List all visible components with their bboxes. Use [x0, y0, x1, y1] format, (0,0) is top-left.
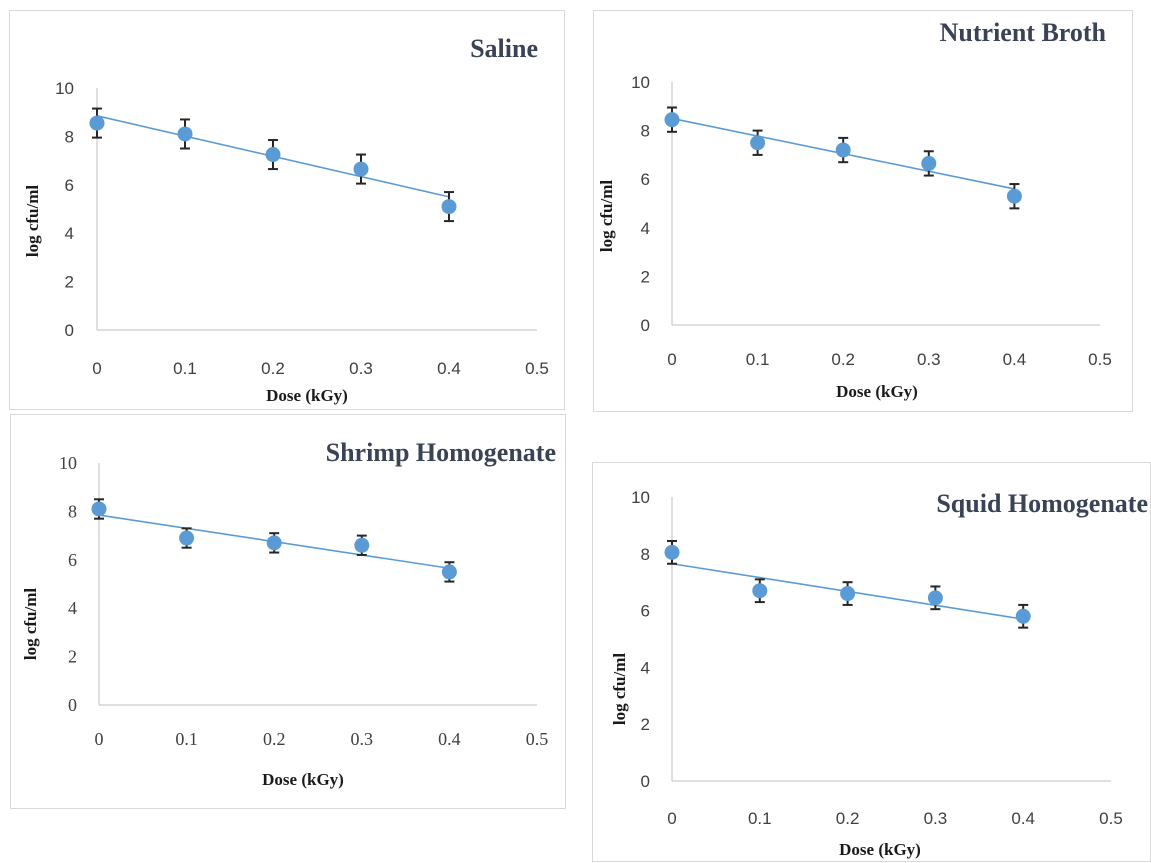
y-tick-label: 0 [65, 321, 74, 340]
y-tick-label: 2 [641, 715, 650, 734]
x-tick-label: 0.2 [261, 359, 285, 378]
chart-panel-squid-homogenate: Squid Homogenate log cfu/ml Dose (kGy) 0… [592, 462, 1151, 862]
data-point [265, 147, 281, 163]
data-point [353, 161, 369, 177]
chart-panel-shrimp-homogenate: Shrimp Homogenate log cfu/ml Dose (kGy) … [10, 414, 566, 809]
data-point [750, 135, 766, 151]
data-point [354, 537, 370, 553]
y-tick-label: 4 [641, 658, 650, 677]
x-tick-label: 0.5 [1088, 350, 1112, 369]
y-tick-label: 6 [65, 176, 74, 195]
data-point [664, 544, 680, 560]
x-tick-label: 0.1 [173, 359, 197, 378]
x-tick-label: 0.5 [1099, 809, 1123, 828]
chart-title: Nutrient Broth [940, 18, 1107, 47]
data-point [927, 590, 943, 606]
y-tick-label: 4 [65, 224, 74, 243]
y-tick-label: 10 [631, 488, 650, 507]
x-tick-label: 0 [92, 359, 101, 378]
y-tick-label: 6 [641, 602, 650, 621]
data-point [1015, 608, 1031, 624]
x-tick-label: 0.4 [1011, 809, 1035, 828]
chart-title: Saline [470, 34, 538, 63]
chart-panel-nutrient-broth: Nutrient Broth log cfu/ml Dose (kGy) 0 2 4… [593, 10, 1133, 412]
data-point [441, 564, 457, 580]
x-tick-label: 0.3 [351, 729, 374, 749]
y-tick-label: 8 [68, 501, 77, 521]
chart-squid-homogenate: Squid Homogenate log cfu/ml Dose (kGy) 0… [610, 488, 1148, 859]
x-tick-label: 0.2 [263, 729, 286, 749]
x-tick-label: 0.5 [526, 729, 549, 749]
data-point [752, 583, 768, 599]
y-tick-label: 2 [65, 273, 74, 292]
chart-title: Squid Homogenate [936, 489, 1148, 518]
x-tick-label: 0.4 [1003, 350, 1027, 369]
x-tick-label: 0.1 [175, 729, 198, 749]
x-tick-label: 0.2 [831, 350, 855, 369]
data-point [441, 199, 457, 215]
x-tick-label: 0 [667, 350, 676, 369]
y-tick-label: 6 [641, 170, 650, 189]
x-tick-label: 0.2 [836, 809, 860, 828]
x-axis-label: Dose (kGy) [266, 386, 348, 405]
y-tick-label: 0 [641, 316, 650, 335]
x-tick-label: 0.4 [437, 359, 461, 378]
y-tick-label: 0 [641, 772, 650, 791]
x-tick-label: 0 [95, 729, 104, 749]
y-axis-label: log cfu/ml [21, 588, 40, 661]
data-point [89, 115, 105, 131]
y-tick-label: 2 [641, 267, 650, 286]
data-point [179, 530, 195, 546]
x-tick-label: 0.3 [924, 809, 948, 828]
x-axis-label: Dose (kGy) [839, 840, 921, 859]
y-axis-label: log cfu/ml [597, 180, 616, 253]
data-point [840, 586, 856, 602]
x-tick-label: 0.3 [917, 350, 941, 369]
x-axis-label: Dose (kGy) [836, 382, 918, 401]
data-point [177, 126, 193, 142]
x-tick-label: 0.5 [525, 359, 549, 378]
y-tick-label: 0 [68, 695, 77, 715]
y-tick-label: 10 [55, 79, 74, 98]
y-tick-label: 8 [641, 545, 650, 564]
data-point [1006, 188, 1022, 204]
chart-title: Shrimp Homogenate [326, 438, 556, 467]
x-tick-label: 0.1 [746, 350, 770, 369]
x-tick-label: 0.3 [349, 359, 373, 378]
x-tick-label: 0 [667, 809, 676, 828]
chart-saline: Saline log cfu/ml Dose (kGy) 0 2 4 6 8 10 0 0.1… [23, 34, 549, 405]
y-tick-label: 4 [641, 219, 650, 238]
x-tick-label: 0.1 [748, 809, 772, 828]
chart-shrimp-homogenate: Shrimp Homogenate log cfu/ml Dose (kGy) … [21, 438, 556, 789]
y-tick-label: 8 [65, 127, 74, 146]
chart-panel-saline: Saline log cfu/ml Dose (kGy) 0 2 4 6 8 10 0 0.1… [9, 10, 565, 410]
x-axis-label: Dose (kGy) [262, 770, 344, 789]
data-point [266, 535, 282, 551]
data-point [91, 501, 107, 517]
y-tick-label: 4 [68, 598, 77, 618]
y-tick-label: 10 [631, 73, 650, 92]
data-point [835, 142, 851, 158]
x-tick-label: 0.4 [438, 729, 461, 749]
y-tick-label: 10 [59, 453, 77, 473]
y-tick-label: 2 [68, 647, 77, 667]
y-axis-label: log cfu/ml [610, 653, 629, 726]
y-tick-label: 6 [68, 550, 77, 570]
data-point [921, 155, 937, 171]
y-tick-label: 8 [641, 122, 650, 141]
chart-nutrient-broth: Nutrient Broth log cfu/ml Dose (kGy) 0 2 4… [597, 18, 1112, 401]
y-axis-label: log cfu/ml [23, 185, 42, 258]
data-point [664, 112, 680, 128]
